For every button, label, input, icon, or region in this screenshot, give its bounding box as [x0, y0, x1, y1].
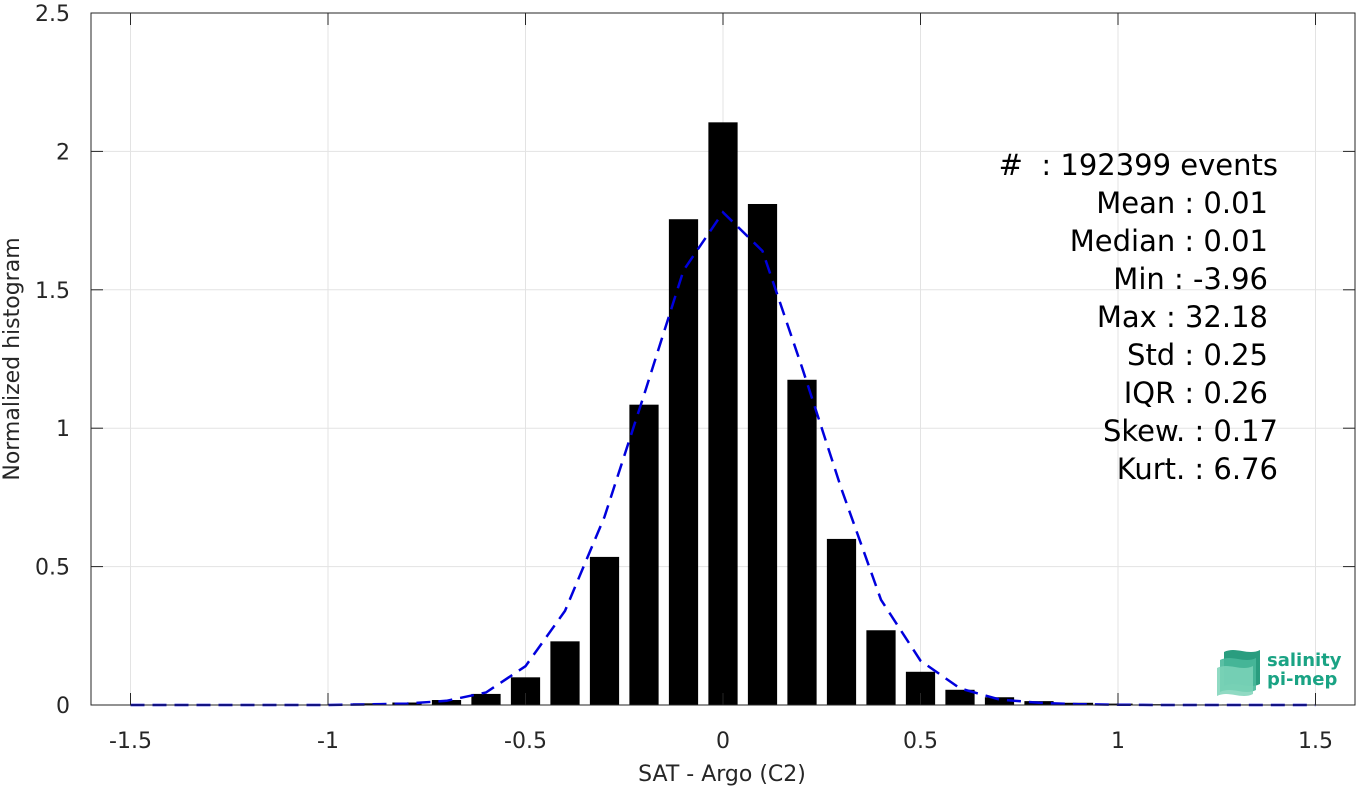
x-tick-label: 1.5 — [1298, 729, 1333, 754]
salinity-pimep-logo: salinity pi-mep — [1217, 650, 1342, 696]
x-tick-labels: -1.5 -1 -0.5 0 0.5 1 1.5 — [109, 729, 1333, 754]
y-tick-label: 0.5 — [35, 556, 70, 581]
stat-std: Std : 0.25 — [1127, 338, 1268, 372]
stat-iqr: IQR : 0.26 — [1124, 376, 1268, 410]
bar — [984, 697, 1015, 705]
stat-max: Max : 32.18 — [1097, 300, 1268, 334]
stat-kurt: Kurt. : 6.76 — [1117, 452, 1278, 486]
bar — [826, 538, 857, 705]
x-tick-label: -0.5 — [504, 729, 547, 754]
bar — [589, 556, 620, 705]
y-tick-label: 0 — [56, 694, 70, 719]
stats-annotation: # : 192399 events Mean : 0.01 Median : 0… — [999, 148, 1278, 486]
x-tick-label: 0 — [716, 729, 730, 754]
stat-mean: Mean : 0.01 — [1096, 186, 1268, 220]
x-tick-label: 0.5 — [903, 729, 938, 754]
stat-min: Min : -3.96 — [1113, 262, 1268, 296]
bar — [550, 641, 580, 705]
bar — [787, 379, 817, 705]
x-axis-label: SAT - Argo (C2) — [638, 762, 806, 787]
stat-events: # : 192399 events — [999, 148, 1278, 182]
bar — [945, 689, 975, 705]
x-tick-label: -1 — [317, 729, 339, 754]
x-tick-label: -1.5 — [109, 729, 152, 754]
x-tick-label: 1 — [1111, 729, 1125, 754]
y-axis-label: Normalized histogram — [0, 237, 25, 480]
bar — [431, 700, 462, 705]
bars — [115, 122, 1331, 706]
stat-median: Median : 0.01 — [1070, 224, 1268, 258]
y-tick-label: 1.5 — [35, 279, 70, 304]
bar — [708, 122, 738, 705]
y-tick-label: 2 — [56, 140, 70, 165]
y-tick-label: 1 — [56, 417, 70, 442]
y-tick-labels: 0 0.5 1 1.5 2 2.5 — [35, 2, 70, 719]
bar — [866, 630, 896, 705]
bar — [747, 203, 778, 705]
bar — [629, 404, 659, 705]
y-tick-label: 2.5 — [35, 2, 70, 27]
logo-line2: pi-mep — [1267, 669, 1337, 690]
stat-skew: Skew. : 0.17 — [1103, 414, 1278, 448]
bar — [471, 693, 501, 705]
bar — [352, 703, 383, 705]
logo-line1: salinity — [1267, 650, 1342, 671]
axis-ticks — [91, 12, 1355, 706]
waves-icon — [1217, 650, 1260, 696]
bar — [668, 219, 699, 705]
